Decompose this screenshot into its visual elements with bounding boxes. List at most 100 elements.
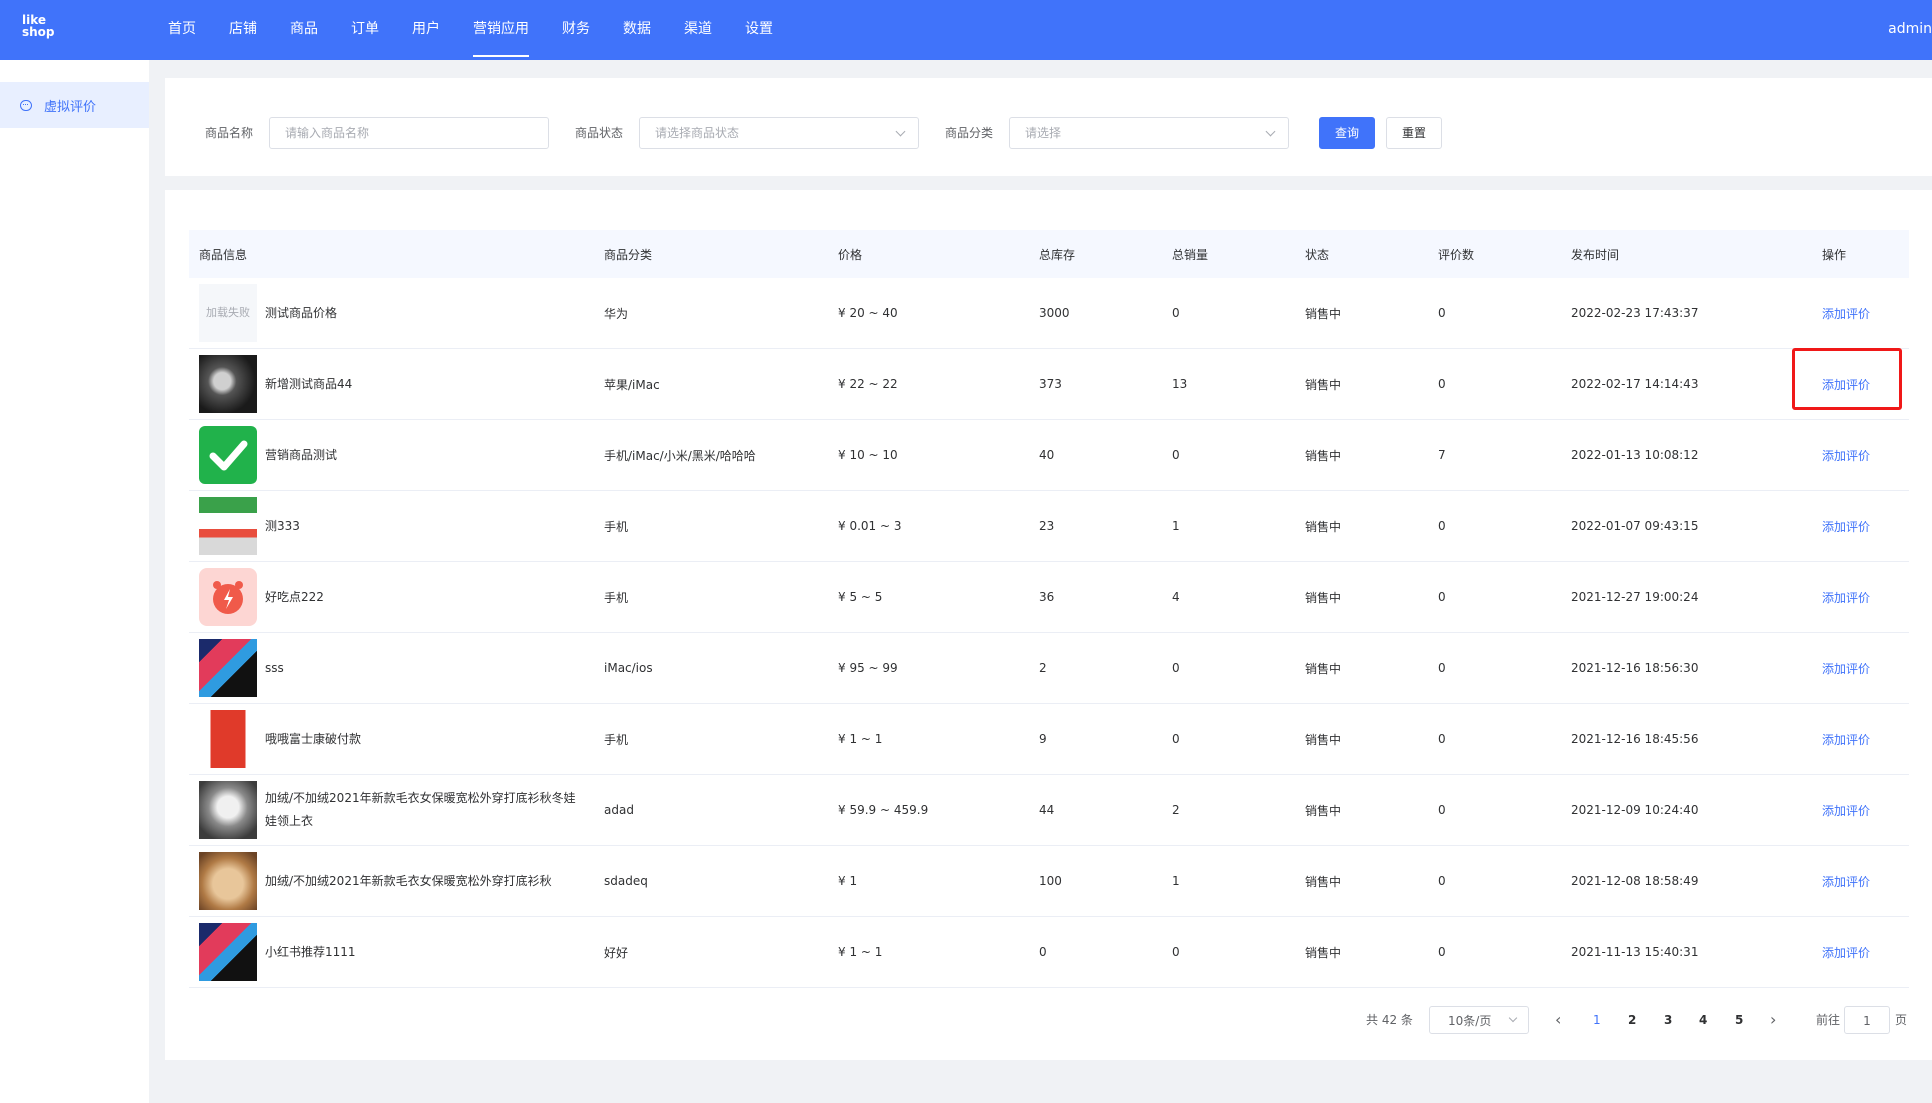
category-cell: 苹果/iMac [604, 377, 660, 392]
action-wrap: 添加评价 [1822, 520, 1870, 534]
price-cell: ¥ 95 ~ 99 [838, 661, 898, 675]
product-name: 哦哦富士康破付款 [265, 731, 362, 746]
table-row: 小红书推荐1111 好好 ¥ 1 ~ 1 0 0 销售中 0 2021-11-13 15:40… [189, 917, 1909, 988]
product-category-select[interactable]: 请选择 [1009, 117, 1289, 149]
stock-cell: 23 [1039, 519, 1055, 533]
nav-item-8[interactable]: 渠道 [684, 21, 712, 37]
action-cell: 添加评价 [1812, 944, 1909, 961]
sidebar-item-virtual-review[interactable]: 虚拟评价 [0, 82, 149, 128]
product-status-label: 商品状态 [575, 126, 624, 140]
product-table-panel: 商品信息 商品分类 价格 总库存 总销量 状态 评价数 发布时间 操作 加载失败 测试商品价格 华为… [165, 190, 1932, 1060]
chevron-down-icon [1265, 126, 1276, 137]
table-row: 测333 手机 ¥ 0.01 ~ 3 23 1 销售中 0 2022-01-07 09:43:… [189, 491, 1909, 562]
reviews-cell: 0 [1438, 945, 1446, 959]
add-review-link[interactable]: 添加评价 [1822, 661, 1871, 676]
add-review-link[interactable]: 添加评价 [1822, 306, 1871, 321]
top-navbar: like shop 首页 店铺 商品 订单 用户 营销应用 财务 数据 渠道 设置 admin [0, 0, 1932, 60]
page-2[interactable]: 2 [1628, 1013, 1637, 1027]
sales-cell: 0 [1172, 945, 1180, 959]
stock-cell: 0 [1039, 945, 1047, 959]
nav-item-6[interactable]: 财务 [562, 21, 590, 37]
nav-item-1[interactable]: 店铺 [229, 21, 257, 37]
nav-item-9[interactable]: 设置 [745, 21, 773, 37]
sales-cell: 13 [1172, 377, 1188, 391]
query-button[interactable]: 查询 [1319, 117, 1375, 149]
add-review-link[interactable]: 添加评价 [1822, 732, 1871, 747]
time-cell: 2022-01-07 09:43:15 [1571, 519, 1699, 533]
logo-line2: shop [22, 25, 55, 39]
product-status-select[interactable]: 请选择商品状态 [639, 117, 919, 149]
add-review-link[interactable]: 添加评价 [1822, 945, 1871, 960]
add-review-link[interactable]: 添加评价 [1822, 874, 1871, 889]
column-header: 状态 [1305, 247, 1330, 262]
add-review-link[interactable]: 添加评价 [1822, 803, 1871, 818]
sidebar-item-label: 虚拟评价 [44, 99, 97, 115]
table-row: 加绒/不加绒2021年新款毛衣女保暖宽松外穿打底衫秋 sdadeq ¥ 1 100 1 销… [189, 846, 1909, 917]
sales-cell: 1 [1172, 874, 1180, 888]
product-thumbnail [199, 710, 257, 768]
category-cell: 手机 [604, 732, 629, 747]
stock-cell: 9 [1039, 732, 1047, 746]
reviews-cell: 0 [1438, 306, 1446, 320]
sales-cell: 0 [1172, 661, 1180, 675]
sidebar: 虚拟评价 [0, 60, 149, 1103]
user-menu[interactable]: admin [1888, 21, 1932, 37]
action-wrap: 添加评价 [1792, 347, 1902, 410]
action-cell: 添加评价 [1812, 305, 1909, 322]
add-review-link[interactable]: 添加评价 [1822, 519, 1871, 534]
product-name-input[interactable]: 请输入商品名称 [269, 117, 549, 149]
filter-panel: 商品名称 请输入商品名称 商品状态 请选择商品状态 商品分类 请选择 查询 重置 [165, 78, 1932, 176]
category-cell: 手机/iMac/小米/黑米/哈哈哈 [604, 448, 756, 463]
status-cell: 销售中 [1305, 519, 1342, 534]
nav-item-3[interactable]: 订单 [351, 21, 379, 37]
nav-item-0[interactable]: 首页 [168, 21, 196, 37]
product-info-cell: 加绒/不加绒2021年新款毛衣女保暖宽松外穿打底衫秋冬娃娃领上衣 [189, 781, 594, 839]
add-review-link[interactable]: 添加评价 [1822, 377, 1871, 392]
product-category-placeholder: 请选择 [1025, 126, 1062, 140]
price-cell: ¥ 59.9 ~ 459.9 [838, 803, 929, 817]
product-info-cell: 新增测试商品44 [189, 355, 594, 413]
highlight-box [1792, 347, 1902, 410]
next-page-icon[interactable]: › [1770, 1010, 1777, 1029]
jump-prefix: 前往 [1816, 1013, 1841, 1027]
product-info-cell: 好吃点222 [189, 568, 594, 626]
product-name: 新增测试商品44 [265, 376, 353, 391]
reset-button[interactable]: 重置 [1386, 117, 1442, 149]
product-info-cell: sss [189, 639, 594, 697]
action-cell: 添加评价 [1792, 347, 1909, 410]
nav-item-5[interactable]: 营销应用 [473, 0, 529, 60]
likeshop-logo[interactable]: like shop [22, 14, 62, 46]
product-table: 商品信息 商品分类 价格 总库存 总销量 状态 评价数 发布时间 操作 加载失败 测试商品价格 华为… [189, 230, 1909, 988]
action-wrap: 添加评价 [1822, 591, 1870, 605]
page-3[interactable]: 3 [1664, 1013, 1673, 1027]
price-cell: ¥ 22 ~ 22 [838, 377, 898, 391]
product-category-label: 商品分类 [945, 126, 994, 140]
jump-page-input[interactable]: 1 [1844, 1006, 1890, 1034]
action-wrap: 添加评价 [1822, 804, 1870, 818]
table-row: 营销商品测试 手机/iMac/小米/黑米/哈哈哈 ¥ 10 ~ 10 40 0 销售中 7 2… [189, 420, 1909, 491]
sales-cell: 4 [1172, 590, 1180, 604]
product-name: sss [265, 660, 284, 675]
add-review-link[interactable]: 添加评价 [1822, 448, 1871, 463]
page-1[interactable]: 1 [1593, 1013, 1601, 1027]
price-cell: ¥ 1 ~ 1 [838, 945, 883, 959]
action-cell: 添加评价 [1812, 589, 1909, 606]
reviews-cell: 0 [1438, 377, 1446, 391]
page-size-select[interactable]: 10条/页 [1429, 1006, 1529, 1034]
action-cell: 添加评价 [1812, 873, 1909, 890]
time-cell: 2022-01-13 10:08:12 [1571, 448, 1699, 462]
nav-item-4[interactable]: 用户 [412, 21, 440, 37]
sales-cell: 0 [1172, 732, 1180, 746]
page-4[interactable]: 4 [1699, 1013, 1708, 1027]
time-cell: 2021-12-27 19:00:24 [1571, 590, 1699, 604]
page-5[interactable]: 5 [1735, 1013, 1744, 1027]
sales-cell: 2 [1172, 803, 1180, 817]
prev-page-icon[interactable]: ‹ [1555, 1010, 1562, 1029]
category-cell: 华为 [604, 306, 629, 321]
status-cell: 销售中 [1305, 874, 1342, 889]
add-review-link[interactable]: 添加评价 [1822, 590, 1871, 605]
stock-cell: 40 [1039, 448, 1055, 462]
action-wrap: 添加评价 [1822, 662, 1870, 676]
nav-item-2[interactable]: 商品 [290, 21, 318, 37]
nav-item-7[interactable]: 数据 [623, 21, 651, 37]
